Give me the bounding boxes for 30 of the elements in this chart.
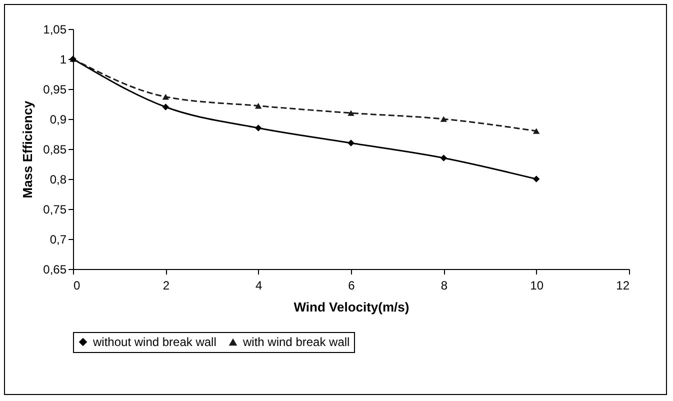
point xyxy=(254,124,262,132)
x-axis-title: Wind Velocity(m/s) xyxy=(294,300,410,314)
x-tick-label: 8 xyxy=(440,278,448,292)
point xyxy=(532,128,540,134)
point xyxy=(254,102,262,109)
y-tick-label: 0,8 xyxy=(50,172,67,186)
point xyxy=(440,154,448,162)
point xyxy=(162,104,170,110)
point xyxy=(440,116,448,122)
y-tick-label: 0,65 xyxy=(43,262,67,276)
y-tick-label: 0,85 xyxy=(43,142,67,156)
y-axis-title: Mass Efficiency xyxy=(20,100,36,198)
x-tick-label: 12 xyxy=(616,278,630,292)
legend-label: without wind break wall xyxy=(92,335,216,349)
x-tick-label: 6 xyxy=(348,278,356,292)
x-tick-label: 10 xyxy=(530,278,544,292)
x-tick-label: 2 xyxy=(162,278,170,292)
y-tick-label: 0,75 xyxy=(43,202,67,216)
y-tick-label: 1,05 xyxy=(43,22,67,36)
point xyxy=(348,140,354,146)
y-tick-label: 1 xyxy=(60,52,67,66)
point xyxy=(348,110,354,116)
y-tick-label: 0,95 xyxy=(43,82,67,96)
x-tick-label: 4 xyxy=(255,278,262,292)
legend-label: with wind break wall xyxy=(242,335,350,349)
x-tick-label: 0 xyxy=(74,278,80,292)
y-tick-label: 0,7 xyxy=(50,232,67,246)
y-tick-label: 0,9 xyxy=(50,112,67,126)
point xyxy=(162,94,170,100)
point xyxy=(532,176,540,182)
